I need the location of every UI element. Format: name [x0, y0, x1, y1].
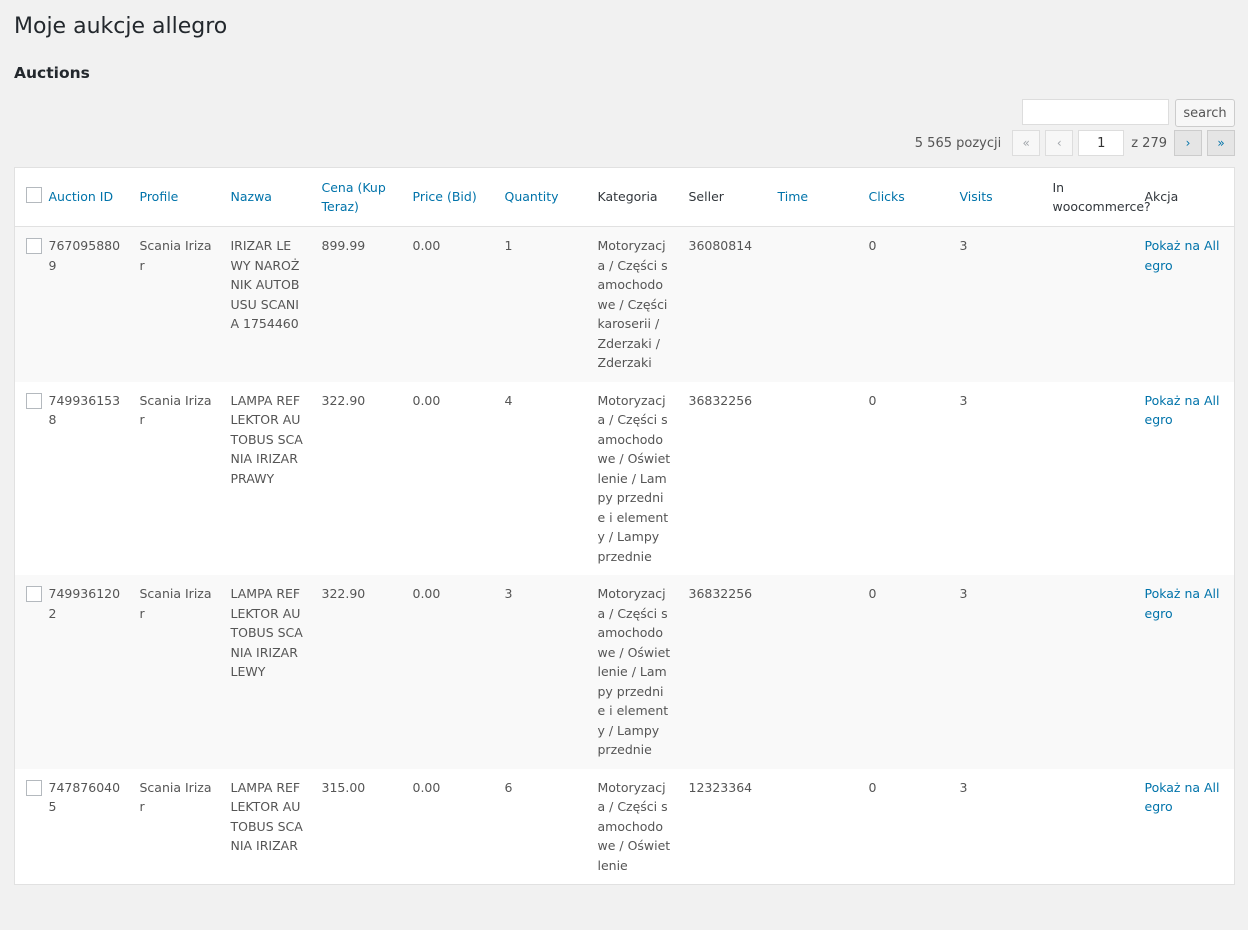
cell-seller: 36832256	[688, 392, 753, 408]
cell-profile: Scania Irizar	[139, 779, 212, 815]
row-select-cell	[15, 382, 42, 576]
cell-seller: 36080814	[679, 226, 769, 382]
cell-price-buy: 899.99	[312, 226, 404, 382]
pagination: 5 565 pozycji « ‹ z 279 › »	[915, 130, 1235, 156]
cell-time	[768, 226, 860, 382]
auctions-table: Auction ID Profile Nazwa Cena (Kup Teraz) Pr…	[14, 167, 1235, 885]
cell-clicks: 0	[868, 779, 877, 795]
cell-category: Motoryzacja / Części samochodowe / Oświe…	[597, 779, 671, 873]
cell-price-bid: 0.00	[412, 779, 441, 795]
cell-id: 7478760405	[48, 779, 121, 815]
cell-seller: 36832256	[679, 575, 769, 769]
row-checkbox[interactable]	[26, 392, 42, 409]
cell-quantity: 4	[504, 392, 513, 408]
column-header-kategoria: Kategoria	[588, 167, 680, 227]
column-header-seller: Seller	[679, 167, 769, 227]
column-header-time[interactable]: Time	[768, 167, 860, 227]
column-header-visits[interactable]: Visits	[950, 167, 1044, 227]
cell-id: 7499361202	[39, 575, 131, 769]
header-row: Auction ID Profile Nazwa Cena (Kup Teraz) Pr…	[14, 167, 1235, 227]
cell-time	[768, 575, 860, 769]
table-row: 7670958809 Scania Irizar IRIZAR LEWY NAROŻ…	[14, 226, 1235, 382]
cell-time	[769, 769, 860, 885]
search-button[interactable]: search	[1175, 99, 1235, 127]
cell-profile: Scania Irizar	[130, 575, 222, 769]
last-page-button[interactable]: »	[1207, 130, 1235, 156]
current-page-input[interactable]	[1078, 130, 1125, 156]
search-input[interactable]	[1022, 99, 1169, 125]
cell-time	[769, 382, 860, 576]
column-header-quantity[interactable]: Quantity	[495, 167, 589, 227]
cell-name: LAMPA REFLEKTOR AUTOBUS SCANIA IRIZAR LE…	[221, 575, 313, 769]
next-page-button[interactable]: ›	[1174, 130, 1202, 156]
cell-in-woo	[1043, 226, 1136, 382]
cell-id: 7499361538	[48, 392, 121, 428]
cell-price-bid: 0.00	[403, 575, 496, 769]
cell-clicks: 0	[859, 226, 951, 382]
row-checkbox[interactable]	[26, 779, 42, 796]
cell-name: LAMPA REFLEKTOR AUTOBUS SCANIA IRIZAR	[230, 779, 303, 854]
cell-clicks: 0	[859, 575, 951, 769]
cell-quantity: 3	[495, 575, 589, 769]
cell-quantity: 1	[495, 226, 589, 382]
cell-visits: 3	[950, 226, 1044, 382]
section-title: Auctions	[14, 64, 90, 82]
page-title: Moje aukcje allegro	[14, 14, 228, 39]
cell-price-buy: 322.90	[312, 575, 404, 769]
cell-price-bid: 0.00	[403, 226, 496, 382]
column-header-clicks[interactable]: Clicks	[859, 167, 951, 227]
item-count: 5 565 pozycji	[914, 135, 1002, 151]
cell-name: IRIZAR LEWY NAROŻNIK AUTOBUSU SCANIA 175…	[221, 226, 313, 382]
cell-action: Pokaż na Allegro	[1136, 382, 1235, 576]
row-checkbox[interactable]	[26, 238, 42, 254]
column-header-nazwa[interactable]: Nazwa	[221, 167, 313, 227]
cell-price-buy: 315.00	[321, 779, 366, 795]
cell-visits: 3	[959, 392, 968, 408]
cell-in-woo	[1044, 769, 1136, 885]
cell-clicks: 0	[868, 392, 877, 408]
row-select-cell	[15, 769, 42, 885]
cell-category: Motoryzacja / Części samochodowe / Oświe…	[588, 575, 680, 769]
row-select-cell	[14, 575, 42, 769]
cell-visits: 3	[950, 575, 1044, 769]
column-header-cena-kup-teraz[interactable]: Cena (Kup Teraz)	[312, 167, 404, 227]
table-row: 7478760405 Scania Irizar LAMPA REFLEKTOR A…	[15, 769, 1235, 885]
show-on-allegro-link[interactable]: Pokaż na Allegro	[1144, 586, 1220, 621]
show-on-allegro-link[interactable]: Pokaż na Allegro	[1144, 779, 1220, 815]
column-header-auction-id[interactable]: Auction ID	[39, 167, 131, 227]
column-header-profile[interactable]: Profile	[130, 167, 222, 227]
table-row: 7499361538 Scania Irizar LAMPA REFLEKTOR A…	[15, 382, 1235, 576]
table-row: 7499361202 Scania Irizar LAMPA REFLEKTOR A…	[14, 575, 1235, 769]
cell-price-bid: 0.00	[412, 392, 441, 408]
column-header-akcja: Akcja	[1135, 167, 1235, 227]
cell-quantity: 6	[504, 779, 513, 795]
first-page-button[interactable]: «	[1012, 130, 1041, 156]
cell-price-buy: 322.90	[321, 392, 366, 408]
select-all-cell	[14, 167, 42, 227]
prev-page-button[interactable]: ‹	[1045, 130, 1074, 156]
cell-id: 7670958809	[39, 226, 131, 382]
column-header-price-bid[interactable]: Price (Bid)	[403, 167, 496, 227]
show-on-allegro-link[interactable]: Pokaż na Allegro	[1144, 392, 1220, 428]
show-on-allegro-link[interactable]: Pokaż na Allegro	[1144, 238, 1220, 273]
row-checkbox[interactable]	[26, 586, 42, 602]
cell-category: Motoryzacja / Części samochodowe / Częśc…	[588, 226, 680, 382]
total-pages: z 279	[1131, 135, 1167, 151]
cell-action: Pokaż na Allegro	[1135, 575, 1235, 769]
select-all-checkbox[interactable]	[26, 187, 42, 204]
row-select-cell	[14, 226, 42, 382]
cell-in-woo	[1043, 575, 1136, 769]
cell-seller: 12323364	[688, 779, 753, 795]
cell-in-woo	[1044, 382, 1136, 576]
column-header-in-woocommerce: In woocommerce?	[1043, 167, 1151, 227]
cell-category: Motoryzacja / Części samochodowe / Oświe…	[597, 392, 671, 564]
cell-profile: Scania Irizar	[139, 392, 212, 428]
cell-action: Pokaż na Allegro	[1136, 769, 1235, 885]
cell-visits: 3	[959, 779, 968, 795]
cell-action: Pokaż na Allegro	[1135, 226, 1235, 382]
table-body: 7670958809 Scania Irizar IRIZAR LEWY NAROŻ…	[14, 226, 1235, 885]
cell-profile: Scania Irizar	[130, 226, 222, 382]
cell-name: LAMPA REFLEKTOR AUTOBUS SCANIA IRIZAR PR…	[230, 392, 303, 486]
